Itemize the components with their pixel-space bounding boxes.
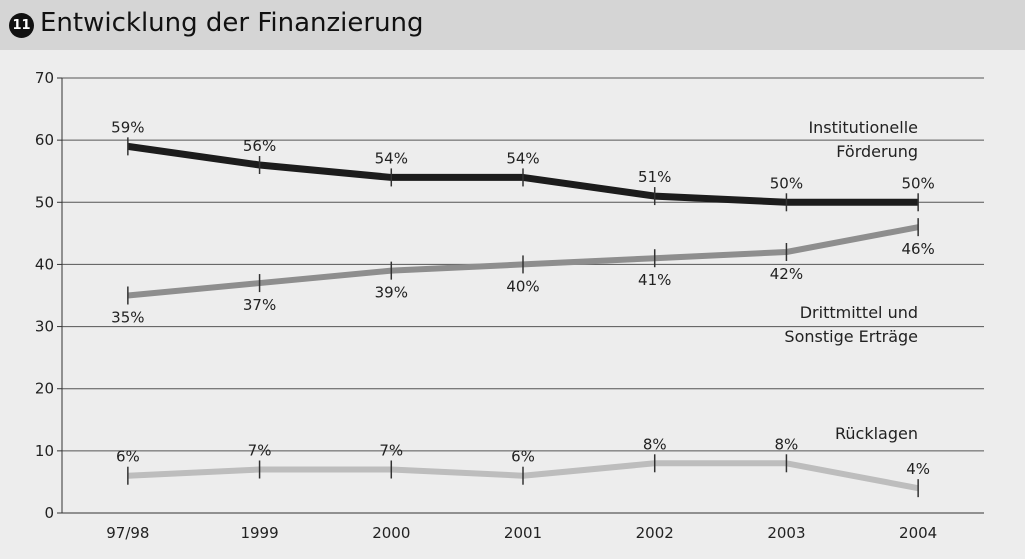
data-label: 7% [379,442,403,460]
x-tick-label: 2000 [372,524,410,542]
data-label: 4% [906,460,930,478]
data-label: 50% [770,174,803,192]
data-label: 51% [638,168,671,186]
figure-number: 11 [9,13,34,38]
x-tick-label: 2003 [767,524,805,542]
data-label: 41% [638,271,671,289]
series-label: Rücklagen [835,424,918,443]
y-tick-label: 30 [35,318,54,336]
chart-title: Entwicklung der Finanzierung [40,8,424,38]
data-label: 54% [375,149,408,167]
y-tick-label: 40 [35,255,54,273]
series-label: Institutionelle Förderung [808,118,918,161]
data-label: 56% [243,137,276,155]
y-tick-label: 50 [35,193,54,211]
x-tick-label: 2002 [636,524,674,542]
data-label: 42% [770,265,803,283]
data-label: 6% [511,448,535,466]
data-label: 40% [506,277,539,295]
y-tick-label: 10 [35,442,54,460]
data-label: 39% [375,284,408,302]
data-label: 50% [901,174,934,192]
data-label: 8% [775,435,799,453]
x-tick-label: 97/98 [106,524,149,542]
y-tick-label: 0 [44,504,54,522]
x-tick-label: 2004 [899,524,937,542]
data-label: 7% [248,442,272,460]
data-label: 8% [643,435,667,453]
y-tick-label: 70 [35,69,54,87]
data-label: 46% [901,240,934,258]
data-label: 59% [111,118,144,136]
y-tick-label: 60 [35,131,54,149]
data-label: 54% [506,149,539,167]
x-tick-label: 2001 [504,524,542,542]
header: 11 Entwicklung der Finanzierung [0,0,1025,50]
data-label: 37% [243,296,276,314]
data-label: 35% [111,309,144,327]
data-label: 6% [116,448,140,466]
series-label: Drittmittel und Sonstige Erträge [784,303,918,346]
y-tick-label: 20 [35,380,54,398]
x-tick-label: 1999 [240,524,278,542]
